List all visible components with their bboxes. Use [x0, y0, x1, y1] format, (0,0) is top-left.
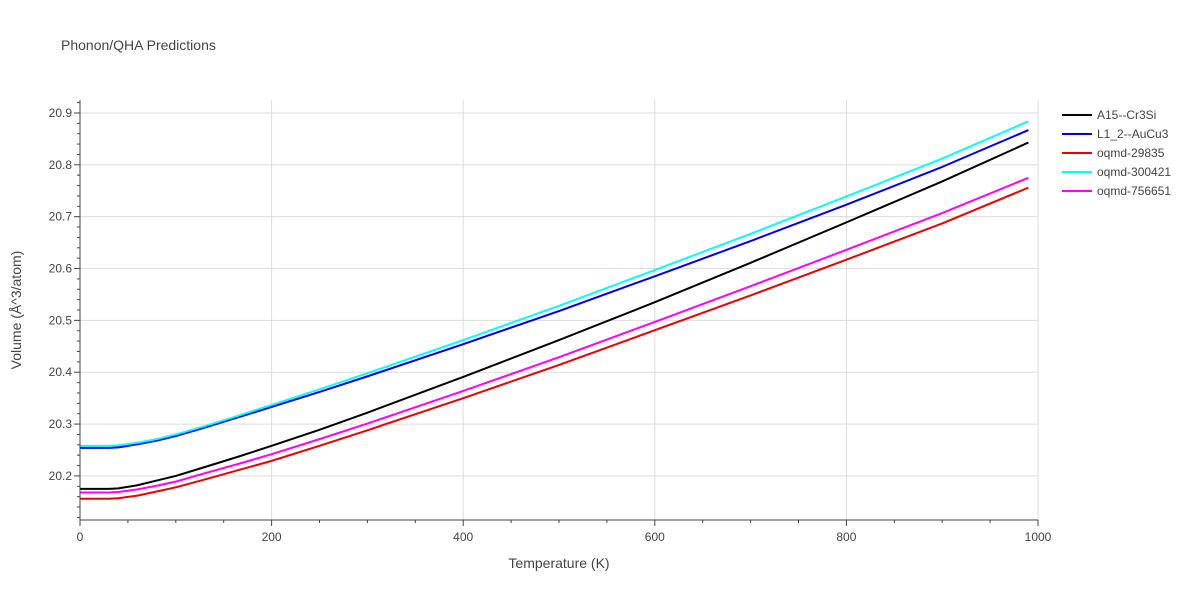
legend: A15--Cr3Si L1_2--AuCu3 oqmd-29835 oqmd-3004…: [1062, 108, 1171, 198]
x-axis-title: Temperature (K): [508, 555, 609, 571]
legend-label: oqmd-756651: [1097, 184, 1171, 198]
y-tick-label: 20.5: [49, 313, 73, 327]
x-tick-label: 1000: [1025, 530, 1052, 544]
y-tick-label: 20.8: [49, 158, 73, 172]
y-axis-title: Volume (Å^3/atom): [8, 251, 24, 370]
legend-label: oqmd-300421: [1097, 165, 1171, 179]
series-line: [80, 120, 1029, 447]
series-line: [80, 186, 1029, 500]
chart-title: Phonon/QHA Predictions: [61, 37, 216, 53]
x-tick-label: 600: [645, 530, 665, 544]
x-tick-label: 400: [453, 530, 473, 544]
y-tick-label: 20.3: [49, 417, 73, 431]
y-tick-label: 20.6: [49, 262, 73, 276]
legend-label: oqmd-29835: [1097, 146, 1165, 160]
x-tick-label: 200: [262, 530, 282, 544]
y-tick-label: 20.9: [49, 106, 73, 120]
series-layer: [80, 120, 1029, 500]
x-tick-label: 800: [836, 530, 856, 544]
series-line: [80, 176, 1029, 494]
x-tick-label: 0: [77, 530, 84, 544]
axis-layer: 0 200 400 600 800 1000 20.2 20.3 20.4 20.5 20.6 20.…: [49, 100, 1052, 544]
y-tick-label: 20.7: [49, 210, 73, 224]
y-tick-label: 20.2: [49, 469, 73, 483]
series-line: [80, 129, 1029, 449]
legend-label: L1_2--AuCu3: [1097, 127, 1169, 141]
series-line: [80, 141, 1029, 490]
y-tick-label: 20.4: [49, 365, 73, 379]
grid-layer: [80, 100, 1039, 520]
legend-label: A15--Cr3Si: [1097, 108, 1156, 122]
